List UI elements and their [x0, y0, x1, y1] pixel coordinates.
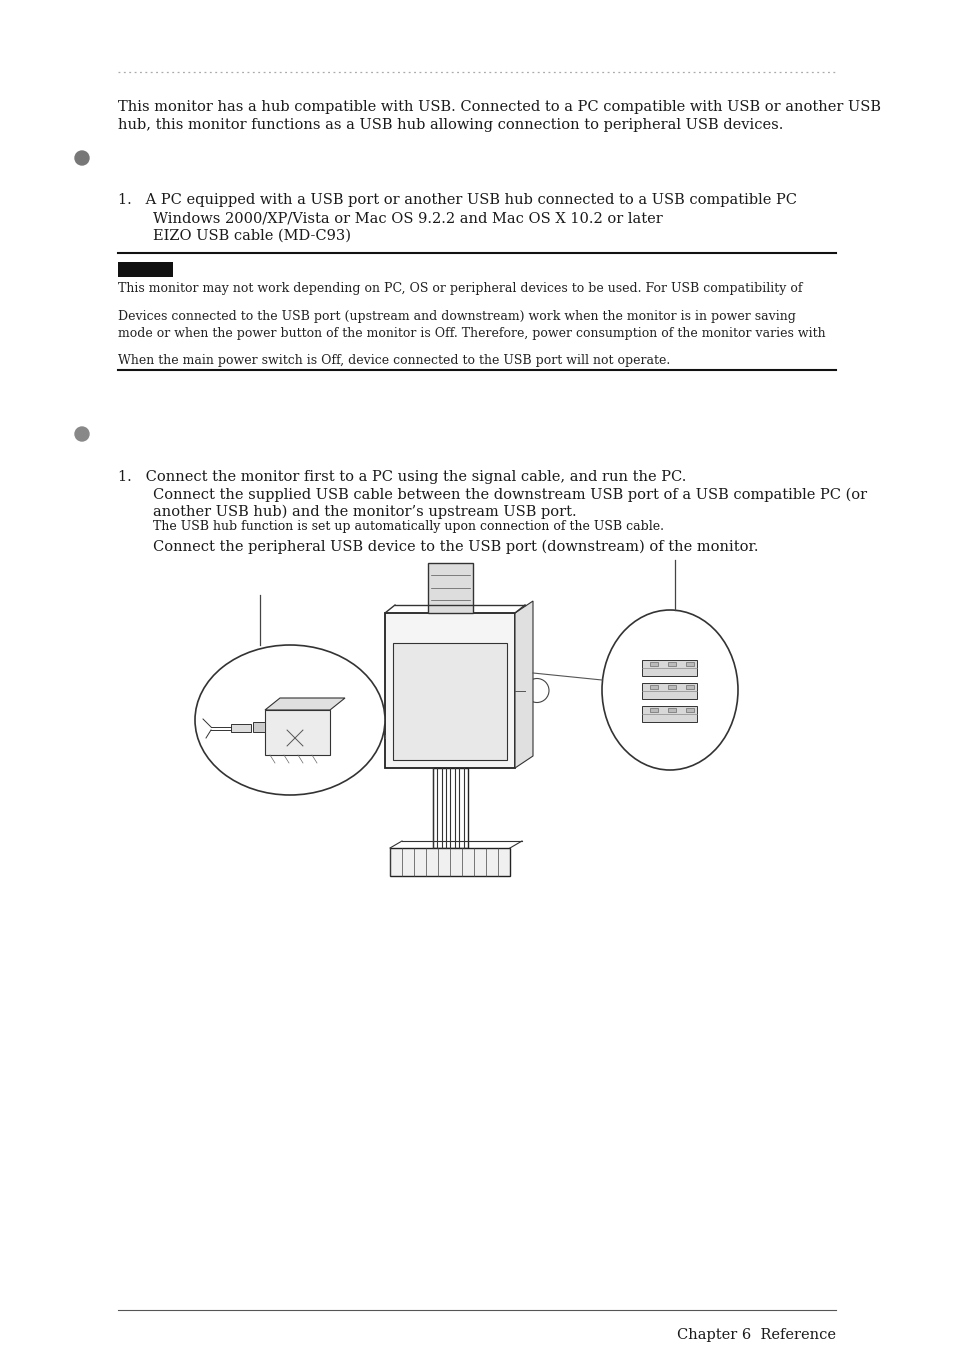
FancyBboxPatch shape — [667, 684, 676, 688]
FancyBboxPatch shape — [667, 707, 676, 711]
FancyBboxPatch shape — [685, 707, 693, 711]
FancyBboxPatch shape — [265, 710, 330, 755]
Text: Connect the supplied USB cable between the downstream USB port of a USB compatib: Connect the supplied USB cable between t… — [152, 487, 866, 502]
Text: another USB hub) and the monitor’s upstream USB port.: another USB hub) and the monitor’s upstr… — [152, 505, 576, 520]
FancyBboxPatch shape — [649, 684, 658, 688]
Text: The USB hub function is set up automatically upon connection of the USB cable.: The USB hub function is set up automatic… — [152, 520, 663, 533]
FancyBboxPatch shape — [641, 683, 697, 699]
Text: Connect the peripheral USB device to the USB port (downstream) of the monitor.: Connect the peripheral USB device to the… — [152, 540, 758, 555]
FancyBboxPatch shape — [641, 706, 697, 722]
Text: This monitor has a hub compatible with USB. Connected to a PC compatible with US: This monitor has a hub compatible with U… — [118, 100, 880, 113]
Text: mode or when the power button of the monitor is Off. Therefore, power consumptio: mode or when the power button of the mon… — [118, 327, 824, 340]
FancyBboxPatch shape — [253, 722, 265, 732]
FancyBboxPatch shape — [428, 563, 473, 613]
Circle shape — [75, 427, 89, 441]
FancyBboxPatch shape — [231, 724, 251, 732]
FancyBboxPatch shape — [667, 662, 676, 666]
Circle shape — [75, 151, 89, 165]
Text: 1.   A PC equipped with a USB port or another USB hub connected to a USB compati: 1. A PC equipped with a USB port or anot… — [118, 193, 796, 207]
Circle shape — [278, 722, 311, 755]
FancyBboxPatch shape — [649, 662, 658, 666]
Text: Devices connected to the USB port (upstream and downstream) work when the monito: Devices connected to the USB port (upstr… — [118, 310, 795, 323]
Text: This monitor may not work depending on PC, OS or peripheral devices to be used. : This monitor may not work depending on P… — [118, 282, 801, 296]
Text: Chapter 6  Reference: Chapter 6 Reference — [677, 1328, 835, 1342]
Polygon shape — [265, 698, 345, 710]
FancyBboxPatch shape — [385, 613, 515, 768]
Text: EIZO USB cable (MD-C93): EIZO USB cable (MD-C93) — [152, 230, 351, 243]
Ellipse shape — [601, 610, 738, 770]
Ellipse shape — [194, 645, 385, 795]
Text: hub, this monitor functions as a USB hub allowing connection to peripheral USB d: hub, this monitor functions as a USB hub… — [118, 117, 782, 132]
FancyBboxPatch shape — [649, 707, 658, 711]
FancyBboxPatch shape — [685, 684, 693, 688]
Text: Windows 2000/XP/Vista or Mac OS 9.2.2 and Mac OS X 10.2 or later: Windows 2000/XP/Vista or Mac OS 9.2.2 an… — [152, 211, 662, 225]
Polygon shape — [515, 601, 533, 768]
FancyBboxPatch shape — [685, 662, 693, 666]
FancyBboxPatch shape — [641, 660, 697, 676]
Text: When the main power switch is Off, device connected to the USB port will not ope: When the main power switch is Off, devic… — [118, 354, 670, 367]
FancyBboxPatch shape — [390, 848, 510, 876]
Text: 1.   Connect the monitor first to a PC using the signal cable, and run the PC.: 1. Connect the monitor first to a PC usi… — [118, 470, 685, 485]
FancyBboxPatch shape — [118, 262, 172, 277]
Circle shape — [524, 679, 548, 702]
FancyBboxPatch shape — [393, 643, 506, 760]
